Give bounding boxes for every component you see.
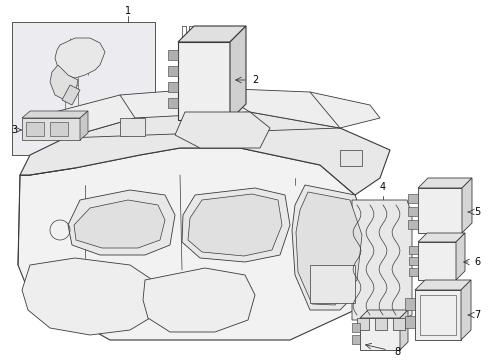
Polygon shape	[417, 233, 464, 242]
Bar	[356, 318, 368, 330]
Polygon shape	[455, 233, 464, 280]
Polygon shape	[178, 26, 245, 42]
Bar	[417, 242, 455, 280]
Bar	[50, 122, 68, 136]
Polygon shape	[461, 178, 471, 233]
Polygon shape	[182, 188, 289, 262]
Polygon shape	[62, 85, 80, 105]
Bar	[404, 298, 414, 310]
Polygon shape	[50, 65, 78, 100]
Bar	[178, 42, 229, 120]
Bar	[339, 150, 361, 166]
Bar	[168, 82, 178, 92]
Bar	[26, 122, 44, 136]
Text: 8: 8	[393, 347, 399, 357]
Bar	[309, 265, 354, 303]
Polygon shape	[187, 194, 282, 256]
Polygon shape	[68, 190, 175, 255]
Bar	[407, 194, 417, 203]
Bar	[22, 118, 80, 140]
Polygon shape	[359, 310, 407, 318]
Polygon shape	[22, 258, 160, 335]
Polygon shape	[18, 148, 369, 340]
Polygon shape	[175, 112, 269, 148]
Bar	[351, 323, 359, 332]
Text: 3: 3	[11, 125, 17, 135]
Text: 1: 1	[124, 6, 131, 16]
Bar	[419, 295, 455, 335]
Bar	[414, 290, 460, 340]
Polygon shape	[291, 185, 369, 310]
Bar	[359, 318, 399, 350]
Polygon shape	[414, 280, 470, 290]
Text: 4: 4	[379, 182, 385, 192]
Polygon shape	[417, 178, 471, 188]
Bar	[408, 257, 417, 265]
Bar	[417, 188, 461, 233]
Bar	[392, 318, 404, 330]
Polygon shape	[12, 22, 155, 155]
Bar	[404, 316, 414, 328]
Polygon shape	[20, 112, 389, 195]
Polygon shape	[399, 310, 407, 350]
Polygon shape	[142, 268, 254, 332]
Bar	[168, 98, 178, 108]
Text: 7: 7	[473, 310, 479, 320]
Bar	[351, 335, 359, 344]
Polygon shape	[74, 200, 164, 248]
Polygon shape	[22, 111, 88, 118]
Text: 5: 5	[473, 207, 479, 217]
Bar	[120, 118, 145, 136]
Polygon shape	[80, 111, 88, 140]
Polygon shape	[460, 280, 470, 340]
Polygon shape	[351, 200, 411, 320]
Bar	[408, 246, 417, 254]
Polygon shape	[295, 192, 361, 305]
Bar	[407, 207, 417, 216]
Text: 2: 2	[251, 75, 258, 85]
Bar	[407, 220, 417, 229]
Bar	[374, 318, 386, 330]
Text: 6: 6	[473, 257, 479, 267]
Polygon shape	[55, 38, 105, 78]
Bar	[408, 268, 417, 276]
Bar	[168, 50, 178, 60]
Polygon shape	[55, 88, 379, 138]
Bar	[168, 66, 178, 76]
Polygon shape	[229, 26, 245, 120]
